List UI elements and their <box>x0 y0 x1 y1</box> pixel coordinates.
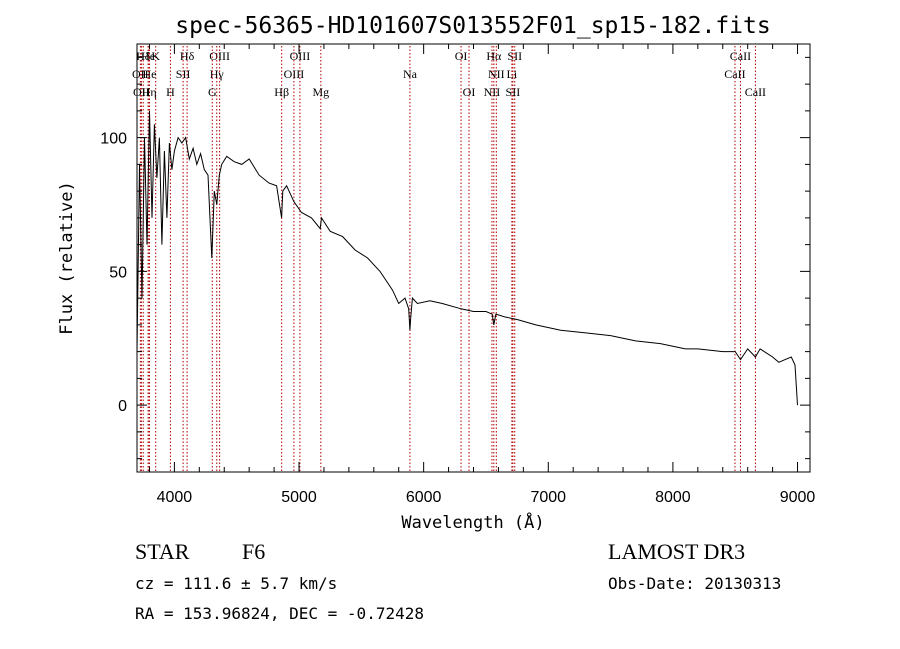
x-tick-label: 9000 <box>780 489 816 506</box>
redshift-velocity: cz = 111.6 ± 5.7 km/s <box>135 574 338 593</box>
spectral-line-label: CaII <box>745 85 766 99</box>
coordinates: RA = 153.96824, DEC = -0.72428 <box>135 604 424 623</box>
spectral-line-label: OIII <box>290 49 311 63</box>
x-tick-label: 7000 <box>530 489 566 506</box>
spectral-line-label: G <box>208 85 217 99</box>
spectral-line-label: Hδ <box>180 49 195 63</box>
x-tick-label: 5000 <box>281 489 317 506</box>
spectral-line-label: He <box>141 49 155 63</box>
axis-ticks: 4000 5000 6000 7000 8000 9000 0 50 100 <box>100 44 815 506</box>
spectrum-series <box>136 110 798 406</box>
y-axis-label: Flux (relative) <box>57 181 77 335</box>
y-tick-label: 100 <box>100 131 127 148</box>
spectral-line-label: OI <box>463 85 476 99</box>
spectral-line-label: OI <box>455 49 468 63</box>
spectral-line-label: SII <box>507 49 522 63</box>
spectral-line-label: NII <box>488 67 505 81</box>
survey-name: LAMOST DR3 <box>608 539 746 564</box>
x-tick-label: 6000 <box>406 489 442 506</box>
spectral-line-label: K <box>151 49 160 63</box>
spectral-line-label: H <box>166 85 175 99</box>
spectral-line-label: NII <box>484 85 501 99</box>
spectral-line-label: Hη <box>142 85 157 99</box>
y-tick-label: 0 <box>118 398 127 415</box>
spectral-line-label: Mg <box>312 85 329 99</box>
spectral-line-label: OIII <box>284 67 305 81</box>
spectrum-line <box>136 110 798 406</box>
x-axis-label: Wavelength (Å) <box>401 511 544 533</box>
spectral-line-label: Hγ <box>210 67 225 81</box>
spectral-line-label: CaII <box>724 67 745 81</box>
x-tick-label: 4000 <box>157 489 193 506</box>
observation-date: Obs-Date: 20130313 <box>608 574 782 593</box>
object-subclass: F6 <box>242 539 266 564</box>
spectral-line-label: Na <box>403 67 418 81</box>
spectral-line-label: Hα <box>486 49 502 63</box>
spectral-line-label: Hδ <box>136 49 151 63</box>
x-tick-label: 8000 <box>655 489 691 506</box>
spectral-line-label: Li <box>507 67 518 81</box>
spectral-line-label: OII <box>132 67 149 81</box>
spectral-line-label: CaII <box>730 49 751 63</box>
spectral-line-label: SII <box>176 67 191 81</box>
chart-title: spec-56365-HD101607S013552F01_sp15-182.f… <box>175 13 770 39</box>
spectral-line-label: Hβ <box>274 85 289 99</box>
y-tick-label: 50 <box>109 264 127 281</box>
object-class: STAR <box>135 539 190 564</box>
plot-frame <box>136 43 811 473</box>
spectral-line-label: SII <box>506 85 521 99</box>
spectral-line-label: OIII <box>209 49 230 63</box>
